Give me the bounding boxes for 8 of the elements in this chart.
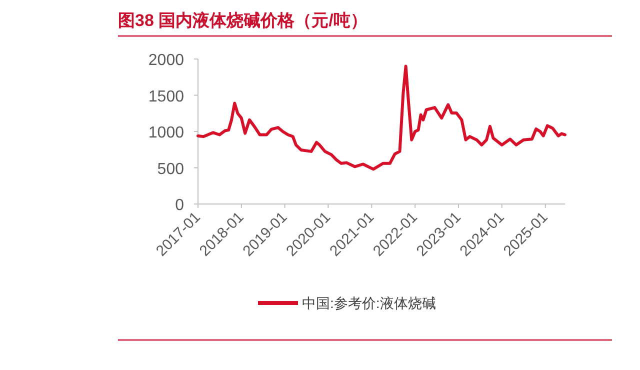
legend-label: 中国:参考价:液体烧碱 [302,295,436,311]
y-tick-label: 1000 [148,124,184,142]
y-tick-label: 1500 [148,88,184,106]
chart-title: 图38 国内液体烧碱价格（元/吨） [118,11,368,30]
line-series [196,64,566,171]
y-tick-label: 500 [157,160,184,178]
y-tick-label: 0 [175,197,184,214]
y-tick-label: 2000 [148,52,184,69]
